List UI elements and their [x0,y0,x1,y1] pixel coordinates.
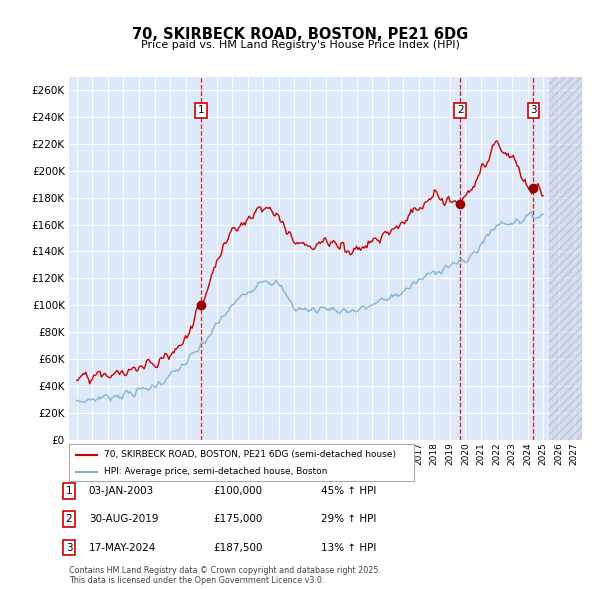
Text: 1: 1 [65,486,73,496]
Bar [550,77,582,440]
Text: 70, SKIRBECK ROAD, BOSTON, PE21 6DG: 70, SKIRBECK ROAD, BOSTON, PE21 6DG [132,27,468,42]
Text: 3: 3 [530,105,537,115]
Text: 29% ↑ HPI: 29% ↑ HPI [321,514,376,524]
Text: Price paid vs. HM Land Registry's House Price Index (HPI): Price paid vs. HM Land Registry's House … [140,40,460,50]
Text: 2: 2 [65,514,73,524]
Text: £175,000: £175,000 [213,514,262,524]
Text: 3: 3 [65,543,73,552]
Text: £187,500: £187,500 [213,543,263,552]
Text: 2: 2 [457,105,463,115]
Text: £100,000: £100,000 [213,486,262,496]
Text: 13% ↑ HPI: 13% ↑ HPI [321,543,376,552]
Text: 1: 1 [198,105,205,115]
Text: 03-JAN-2003: 03-JAN-2003 [89,486,154,496]
Text: 70, SKIRBECK ROAD, BOSTON, PE21 6DG (semi-detached house): 70, SKIRBECK ROAD, BOSTON, PE21 6DG (sem… [104,450,395,459]
Text: HPI: Average price, semi-detached house, Boston: HPI: Average price, semi-detached house,… [104,467,327,476]
Text: 17-MAY-2024: 17-MAY-2024 [89,543,156,552]
Text: Contains HM Land Registry data © Crown copyright and database right 2025.
This d: Contains HM Land Registry data © Crown c… [69,566,381,585]
Text: 45% ↑ HPI: 45% ↑ HPI [321,486,376,496]
Text: 30-AUG-2019: 30-AUG-2019 [89,514,158,524]
